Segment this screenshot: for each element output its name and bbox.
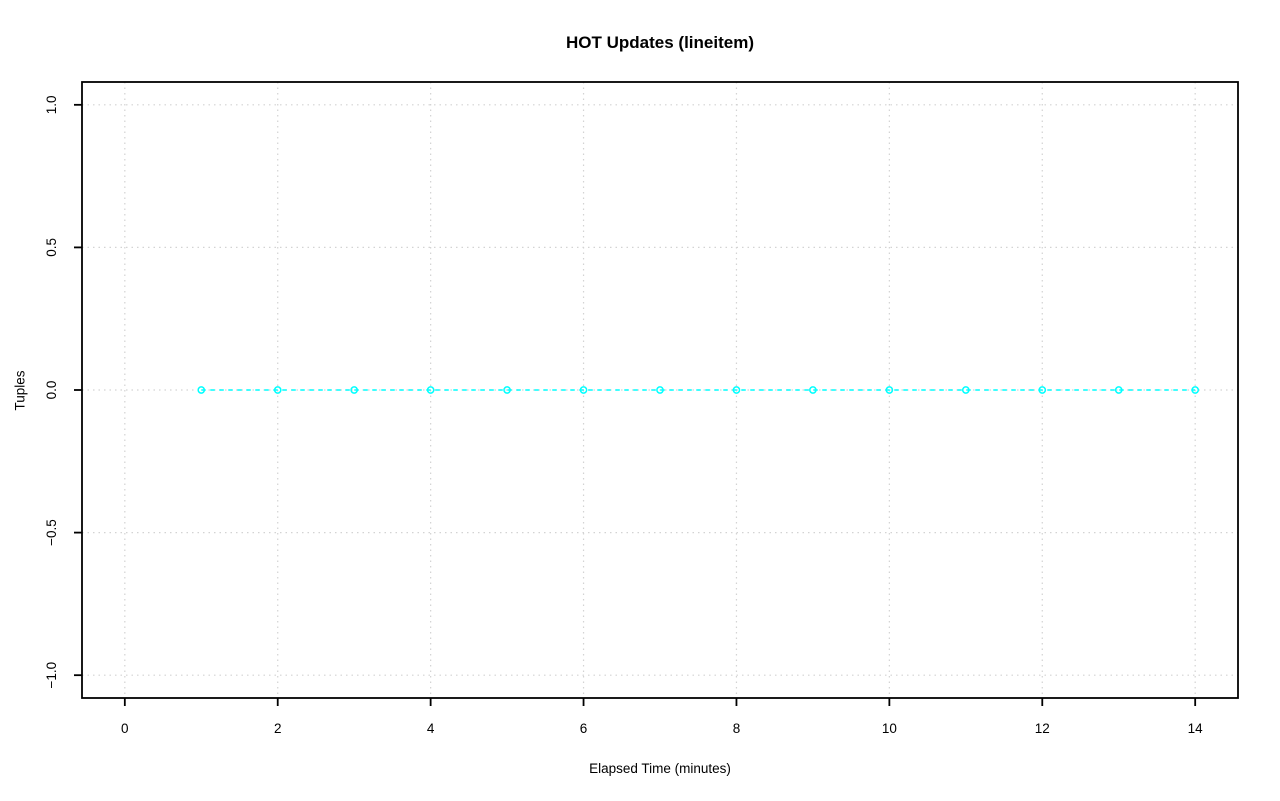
x-tick-label: 8 xyxy=(733,721,741,736)
data-point xyxy=(1114,386,1123,394)
y-tick-label: −0.5 xyxy=(44,519,59,546)
data-point xyxy=(961,386,970,394)
y-tick-label: −1.0 xyxy=(44,662,59,689)
data-point xyxy=(885,386,894,394)
x-tick-label: 4 xyxy=(427,721,435,736)
x-tick-label: 2 xyxy=(274,721,282,736)
x-tick-label: 14 xyxy=(1188,721,1204,736)
data-point xyxy=(579,386,588,394)
x-axis-title: Elapsed Time (minutes) xyxy=(589,761,731,776)
data-point xyxy=(197,386,206,394)
data-point xyxy=(1191,386,1200,394)
x-tick-label: 10 xyxy=(882,721,897,736)
data-point xyxy=(503,386,511,394)
chart-title: HOT Updates (lineitem) xyxy=(566,33,754,52)
x-tick-label: 12 xyxy=(1035,721,1050,736)
data-point xyxy=(809,386,817,394)
x-tick-label: 6 xyxy=(580,721,588,736)
data-point xyxy=(273,386,282,394)
y-tick-label: 0.5 xyxy=(44,238,59,257)
y-tick-label: 1.0 xyxy=(44,95,59,114)
data-point xyxy=(426,386,435,394)
data-point xyxy=(732,386,741,394)
data-point xyxy=(656,386,664,394)
y-axis-title: Tuples xyxy=(12,370,28,411)
data-point xyxy=(1038,386,1047,394)
x-tick-label: 0 xyxy=(121,721,129,736)
y-tick-label: 0.0 xyxy=(44,381,59,400)
data-point xyxy=(350,386,359,394)
